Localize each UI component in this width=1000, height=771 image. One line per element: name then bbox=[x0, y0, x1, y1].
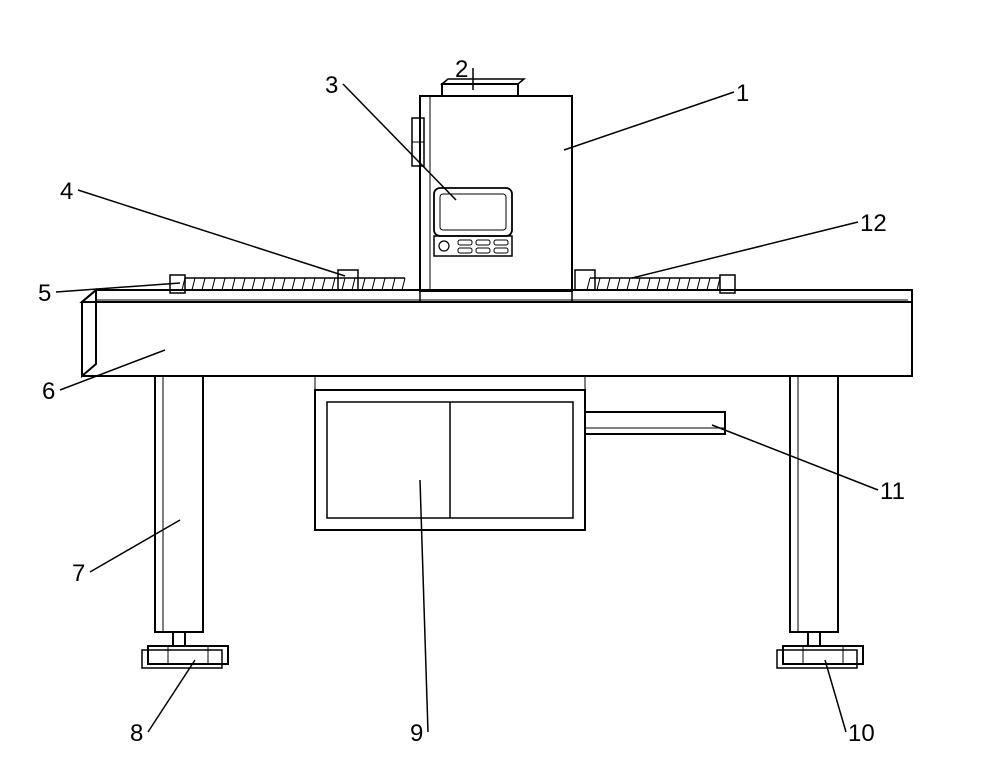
callout-label-3: 3 bbox=[325, 72, 338, 100]
callout-label-12: 12 bbox=[860, 210, 887, 238]
callout-label-5: 5 bbox=[38, 280, 51, 308]
callout-label-10: 10 bbox=[848, 720, 875, 748]
callout-label-8: 8 bbox=[130, 720, 143, 748]
callout-label-2: 2 bbox=[455, 56, 468, 84]
callout-label-9: 9 bbox=[410, 720, 423, 748]
callout-label-1: 1 bbox=[736, 80, 749, 108]
callout-label-4: 4 bbox=[60, 178, 73, 206]
technical-drawing bbox=[0, 0, 1000, 771]
callout-label-6: 6 bbox=[42, 378, 55, 406]
callout-label-11: 11 bbox=[880, 478, 905, 506]
callout-label-7: 7 bbox=[72, 560, 85, 588]
